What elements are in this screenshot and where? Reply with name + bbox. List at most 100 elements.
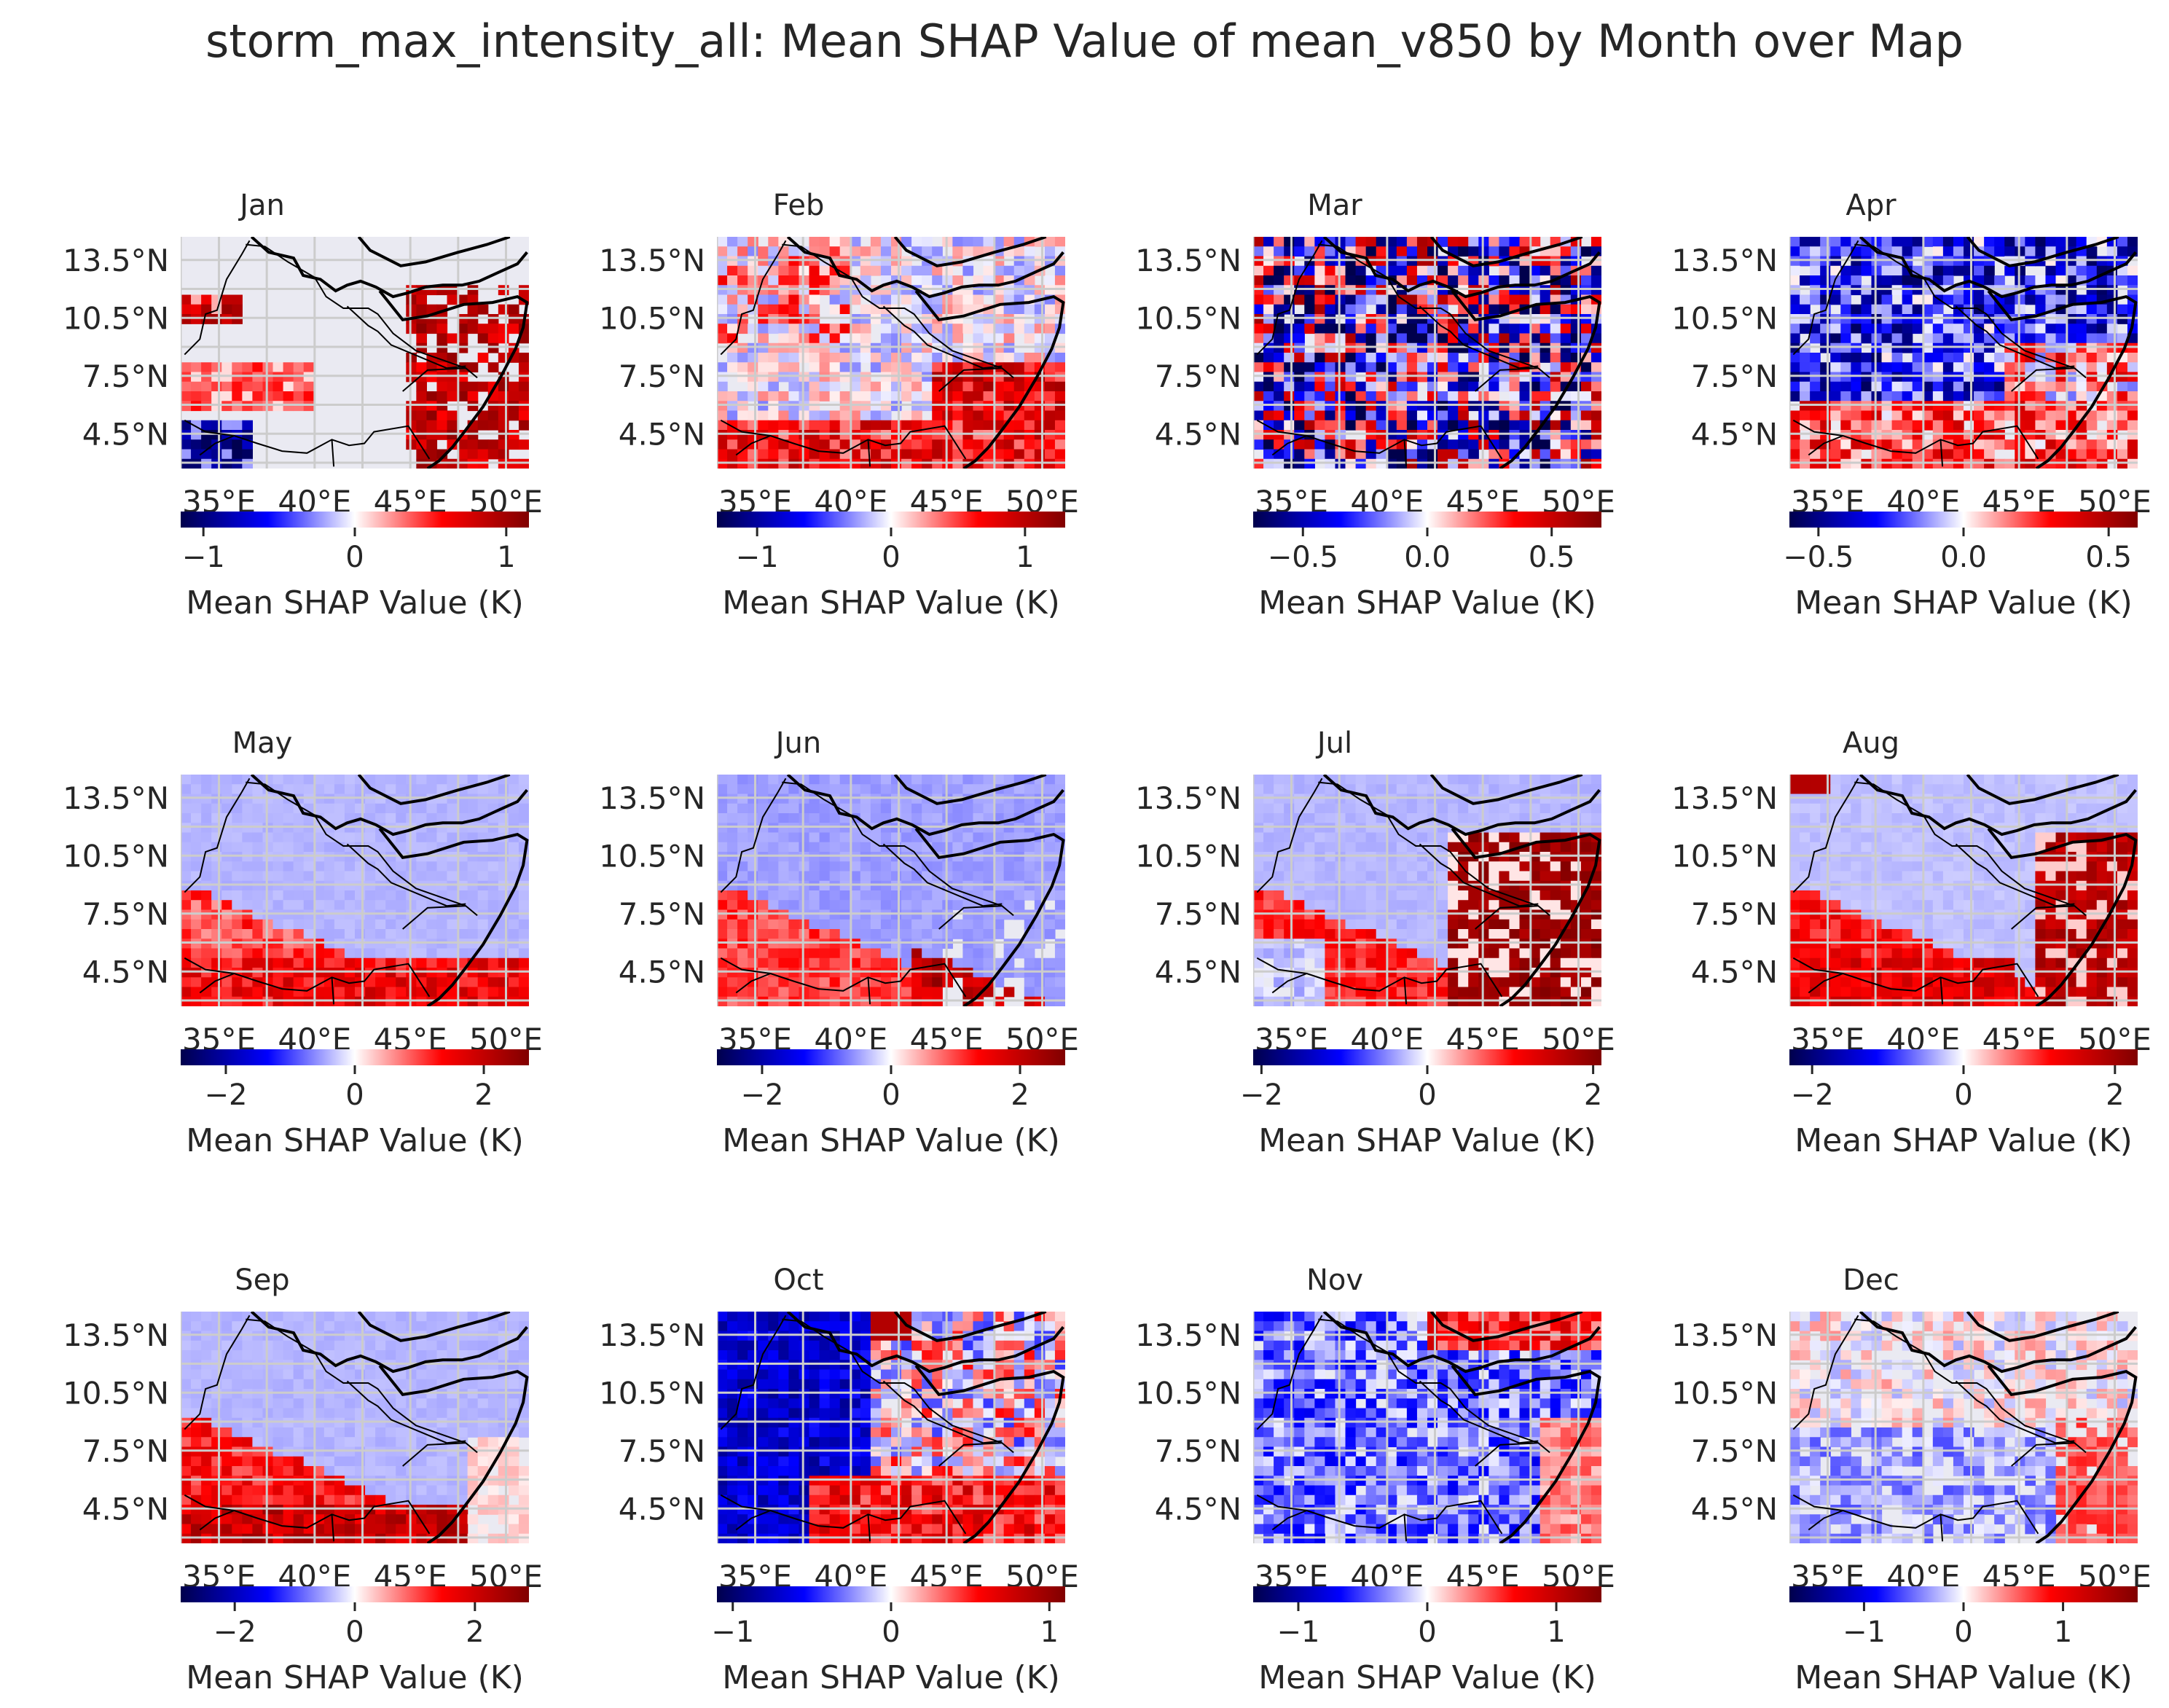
heatmap-cell <box>983 265 995 276</box>
heatmap-cell <box>1396 391 1408 401</box>
heatmap-cell <box>1800 458 1811 469</box>
heatmap-cell <box>1861 372 1872 383</box>
heatmap-cell <box>355 842 366 853</box>
heatmap-cell <box>467 803 479 814</box>
heatmap-cell <box>850 314 861 324</box>
heatmap-cell <box>1314 842 1326 853</box>
heatmap-cell <box>870 968 882 978</box>
heatmap-cell <box>1499 275 1510 286</box>
heatmap-cell <box>1034 333 1046 344</box>
heatmap-cell <box>181 987 192 998</box>
heatmap-cell <box>1263 362 1274 373</box>
heatmap-cell <box>1304 823 1315 834</box>
heatmap-cell <box>498 852 509 862</box>
heatmap-cell <box>819 458 831 469</box>
heatmap-cell <box>1942 410 1954 421</box>
heatmap-cells <box>1253 237 1601 469</box>
heatmap-cell <box>436 909 448 920</box>
heatmap-cell <box>1024 439 1035 450</box>
heatmap-cell <box>508 977 519 988</box>
heatmap-cell <box>778 832 790 843</box>
heatmap-cell <box>788 353 800 363</box>
heatmap-cell <box>983 909 995 920</box>
heatmap-cell <box>2076 314 2087 324</box>
heatmap-cell <box>1974 420 1985 431</box>
heatmap-cell <box>416 372 428 383</box>
heatmap-cell <box>1013 314 1025 324</box>
heatmap-cell <box>323 900 335 911</box>
heatmap-cell <box>426 919 438 930</box>
heatmap-cell <box>850 832 861 843</box>
heatmap-cell <box>717 823 728 834</box>
heatmap-cell <box>365 977 376 988</box>
heatmap-cell <box>1263 803 1274 814</box>
heatmap-cell <box>1044 401 1056 412</box>
heatmap-cell <box>1376 342 1387 353</box>
heatmap-cell <box>385 977 396 988</box>
heatmap-cell <box>2127 342 2138 353</box>
heatmap-cell <box>717 775 728 785</box>
heatmap-cell <box>1912 324 1923 334</box>
heatmap-cell <box>272 401 284 412</box>
heatmap-cell <box>1789 324 1800 334</box>
heatmap-cell <box>1284 246 1295 257</box>
heatmap-cell <box>1003 430 1015 440</box>
heatmap-cell <box>952 430 964 440</box>
lat-tick-label: 10.5°N <box>1671 300 1778 336</box>
heatmap-cell <box>1984 449 1995 460</box>
heatmap-cell <box>1570 314 1582 324</box>
heatmap-cell <box>1365 246 1377 257</box>
heatmap-cell <box>1325 410 1336 421</box>
heatmap-cell <box>2066 449 2077 460</box>
heatmap-cell <box>1964 342 1974 353</box>
heatmap-cell <box>809 909 820 920</box>
heatmap-cell <box>211 458 222 469</box>
heatmap-cell <box>891 324 902 334</box>
heatmap-cell <box>1427 333 1438 344</box>
heatmap-cell <box>1994 362 2005 373</box>
heatmap-cell <box>860 803 871 814</box>
heatmap-cell <box>1263 372 1274 383</box>
heatmap-cell <box>1437 342 1448 353</box>
heatmap-cell <box>1034 871 1046 882</box>
heatmap-cell <box>1499 439 1510 450</box>
heatmap-cell <box>1964 430 1974 440</box>
heatmap-cell <box>1345 362 1357 373</box>
heatmap-cell <box>293 948 305 959</box>
heatmap-cell <box>1325 784 1336 795</box>
heatmap-cell <box>1871 265 1883 276</box>
heatmap-cell <box>242 420 254 431</box>
heatmap-cell <box>829 237 841 247</box>
heatmap-cell <box>1314 439 1326 450</box>
heatmap-cell <box>283 880 294 891</box>
heatmap-cell <box>829 420 841 431</box>
heatmap-cell <box>860 784 871 795</box>
heatmap-cell <box>2066 265 2077 276</box>
heatmap-cell <box>1355 871 1367 882</box>
heatmap-cell <box>788 890 800 901</box>
heatmap-cell <box>334 832 345 843</box>
heatmap-cell <box>1304 372 1315 383</box>
heatmap-cell <box>2086 362 2098 373</box>
heatmap-cell <box>932 909 943 920</box>
heatmap-cell <box>1284 794 1295 804</box>
heatmap-cell <box>983 803 995 814</box>
heatmap-cell <box>467 285 479 296</box>
heatmap-cell <box>1386 775 1397 785</box>
heatmap-cell <box>1284 237 1295 247</box>
heatmap-cell <box>1253 362 1264 373</box>
heatmap-cell <box>1840 265 1851 276</box>
heatmap-cell <box>870 294 882 305</box>
heatmap-cell <box>1376 832 1387 843</box>
heatmap-cell <box>1912 342 1923 353</box>
heatmap-cell <box>2117 420 2128 431</box>
heatmap-cell <box>1789 246 1800 257</box>
heatmap-cell <box>2076 430 2087 440</box>
heatmap-cell <box>983 919 995 930</box>
heatmap-cell <box>262 919 274 930</box>
heatmap-cell <box>1294 410 1305 421</box>
heatmap-cell <box>344 832 356 843</box>
heatmap-cell <box>272 823 284 834</box>
heatmap-cell <box>293 784 305 795</box>
heatmap-cell <box>1902 401 1913 412</box>
